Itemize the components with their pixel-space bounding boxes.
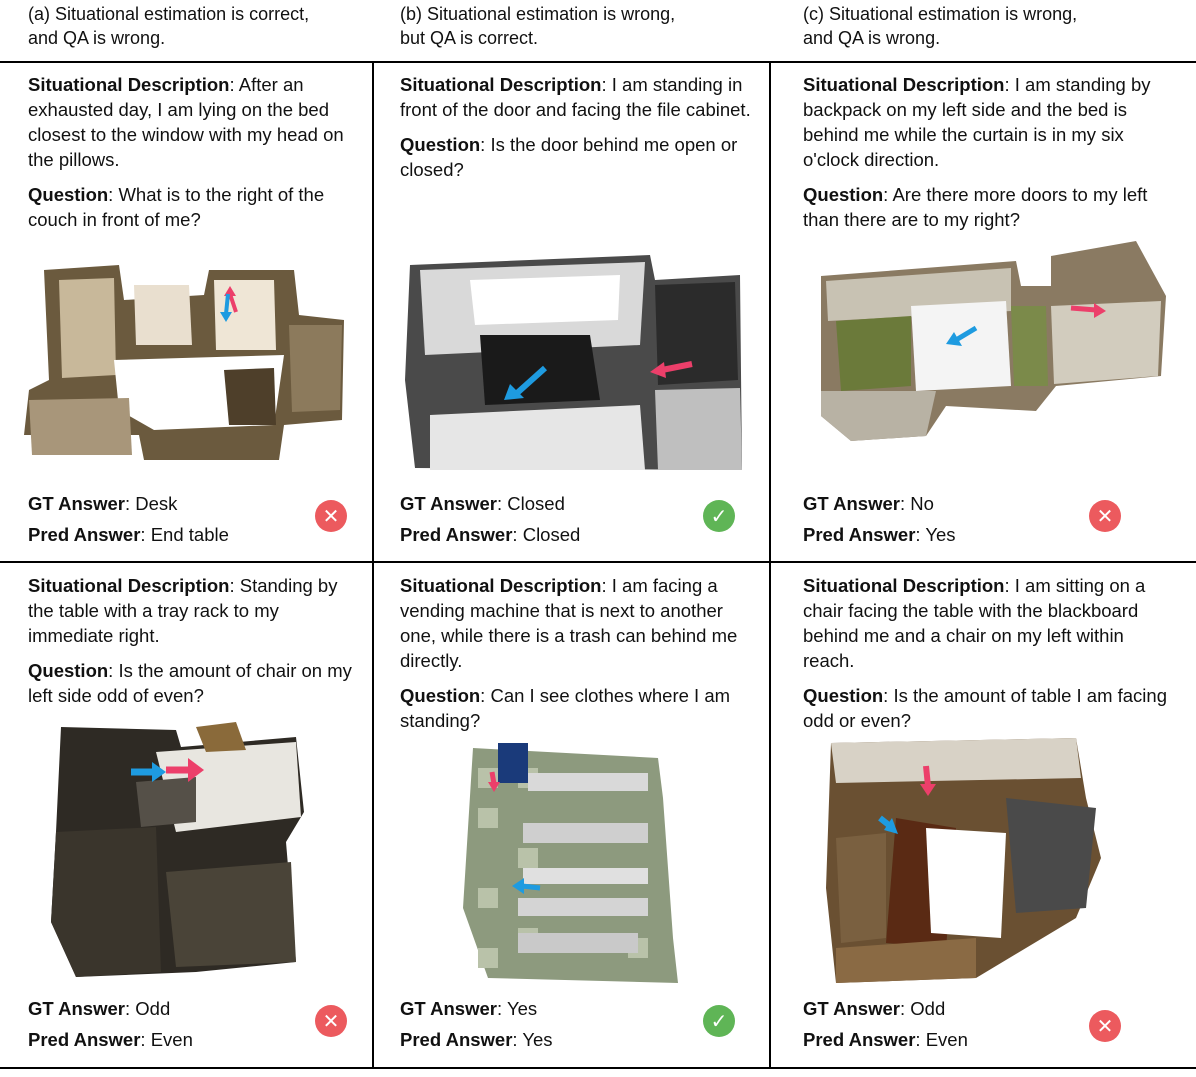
scene-image-a2	[46, 722, 310, 980]
scene-image-b2	[458, 738, 682, 988]
x-icon: ✕	[1089, 500, 1121, 532]
cell-a2-answers: GT Answer: Odd Pred Answer: Even	[28, 998, 193, 1050]
cell-c1-answers: GT Answer: No Pred Answer: Yes	[803, 493, 956, 545]
column-divider-1	[372, 61, 374, 1068]
cell-b2-answers: GT Answer: Yes Pred Answer: Yes	[400, 998, 553, 1050]
cell-a1-text: Situational Description: After an exhaus…	[28, 74, 344, 230]
scene-image-a1	[24, 250, 346, 472]
cell-c2-text: Situational Description: I am sitting on…	[803, 575, 1167, 731]
x-icon: ✕	[315, 500, 347, 532]
column-header-c: (c) Situational estimation is wrong, and…	[803, 4, 1078, 48]
check-icon: ✓	[703, 1005, 735, 1037]
cell-a2-text: Situational Description: Standing by the…	[28, 575, 352, 706]
cell-c2-answers: GT Answer: Odd Pred Answer: Even	[803, 998, 968, 1050]
column-header-b: (b) Situational estimation is wrong, but…	[400, 4, 676, 48]
column-header-a: (a) Situational estimation is correct, a…	[28, 4, 310, 48]
x-icon: ✕	[1089, 1010, 1121, 1042]
top-rule	[0, 61, 1196, 63]
cell-b1-text: Situational Description: I am standing i…	[400, 74, 751, 180]
cell-c1-text: Situational Description: I am standing b…	[803, 74, 1151, 230]
column-divider-2	[769, 61, 771, 1068]
scene-image-c1	[816, 236, 1170, 476]
cell-b2-text: Situational Description: I am facing a v…	[400, 575, 738, 731]
cell-b1-answers: GT Answer: Closed Pred Answer: Closed	[400, 493, 581, 545]
cell-a1-answers: GT Answer: Desk Pred Answer: End table	[28, 493, 229, 545]
x-icon: ✕	[315, 1005, 347, 1037]
scene-image-c2	[826, 738, 1106, 988]
scene-image-b1	[400, 240, 746, 476]
check-icon: ✓	[703, 500, 735, 532]
bottom-rule	[0, 1067, 1196, 1069]
middle-rule	[0, 561, 1196, 563]
